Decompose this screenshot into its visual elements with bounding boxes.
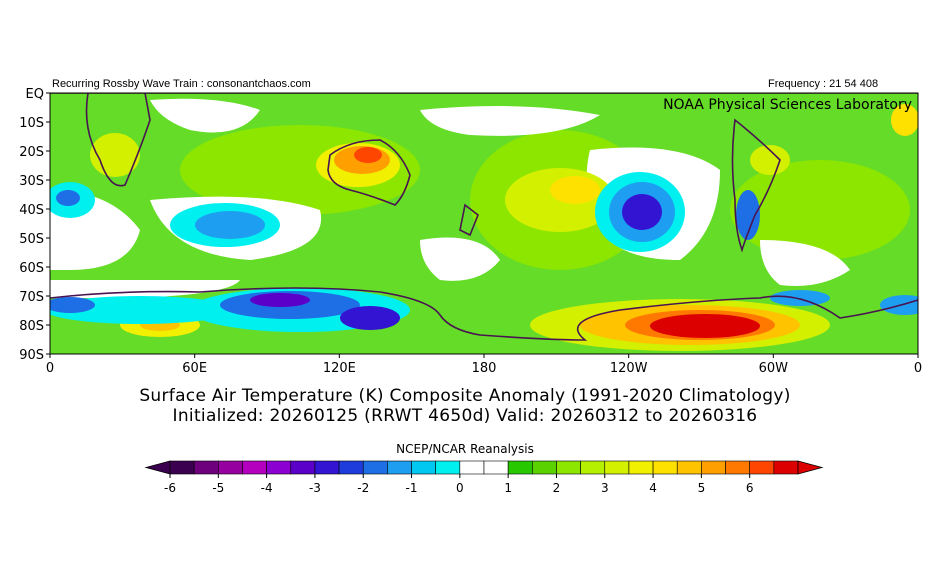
lat-label: 10S xyxy=(19,116,44,131)
colorbar-box xyxy=(266,460,292,475)
lon-label: 0 xyxy=(914,361,922,376)
lat-label: 40S xyxy=(19,203,44,218)
anomaly-map: NOAA Physical Sciences Laboratory EQ 10S 2… xyxy=(19,87,922,376)
colorbar-box xyxy=(459,460,485,475)
colorbar-box xyxy=(604,460,630,475)
colorbar-tick-label: -4 xyxy=(261,481,273,495)
colorbar-box xyxy=(314,460,340,475)
lat-label: 20S xyxy=(19,145,44,160)
cold-region xyxy=(50,297,95,313)
colorbar-box xyxy=(532,460,557,475)
colorbar-tick-label: 0 xyxy=(456,481,464,495)
cold-region xyxy=(250,293,310,307)
lon-label: 0 xyxy=(46,361,54,376)
lat-label: 90S xyxy=(19,348,44,363)
colorbar-box xyxy=(362,460,388,475)
lat-label: 30S xyxy=(19,174,44,189)
credit-text: NOAA Physical Sciences Laboratory xyxy=(663,97,912,113)
colorbar-box xyxy=(169,460,195,475)
lat-label: 80S xyxy=(19,319,44,334)
lat-label: EQ xyxy=(26,87,44,102)
colorbar-box xyxy=(701,460,726,475)
colorbar-boxes xyxy=(144,460,824,475)
lon-label: 180 xyxy=(472,361,497,376)
colorbar-box xyxy=(652,460,678,475)
colorbar: -6 -5 -4 -3 -2 -1 0 1 2 3 4 5 6 xyxy=(144,460,824,495)
colorbar-tick-label: -5 xyxy=(212,481,224,495)
colorbar-box xyxy=(338,460,364,475)
colorbar-box xyxy=(628,460,654,475)
colorbar-box xyxy=(507,460,533,475)
cold-region xyxy=(770,290,830,306)
australia-coast xyxy=(327,139,411,206)
lon-label: 60W xyxy=(759,361,789,376)
neutral-region xyxy=(420,237,500,281)
colorbar-tick-label: 4 xyxy=(649,481,657,495)
africa-coast xyxy=(85,93,151,187)
warm-region xyxy=(354,147,382,163)
colorbar-box xyxy=(193,460,219,475)
colorbar-box xyxy=(218,460,243,475)
new-zealand-coast xyxy=(459,203,479,237)
warm-region xyxy=(891,104,918,136)
colorbar-tick-label: -1 xyxy=(406,481,418,495)
lat-label: 60S xyxy=(19,261,44,276)
cold-region xyxy=(56,190,80,206)
colorbar-box xyxy=(773,460,799,475)
warm-region xyxy=(650,314,760,338)
lon-label: 120E xyxy=(323,361,356,376)
light-green-region xyxy=(730,160,910,260)
neutral-region xyxy=(760,240,850,286)
coastlines xyxy=(50,93,918,341)
colorbar-right-arrow xyxy=(797,460,824,475)
colorbar-tick-label: 2 xyxy=(553,481,561,495)
latitude-axis: EQ 10S 20S 30S 40S 50S 60S 70S 80S 90S xyxy=(19,87,50,363)
cold-region xyxy=(736,190,760,240)
lat-label: 70S xyxy=(19,290,44,305)
colorbar-tick-label: 6 xyxy=(746,481,754,495)
colorbar-tick-label: 5 xyxy=(698,481,706,495)
longitude-axis: 0 60E 120E 180 120W 60W 0 xyxy=(46,354,922,376)
colorbar-tick-label: 1 xyxy=(504,481,512,495)
warm-region xyxy=(550,176,600,204)
colorbar-box xyxy=(556,460,581,475)
header-left-text: Recurring Rossby Wave Train : consonantc… xyxy=(52,78,311,90)
colorbar-box xyxy=(411,460,436,475)
lon-label: 60E xyxy=(182,361,207,376)
colorbar-tick-label: -6 xyxy=(164,481,176,495)
colorbar-tick-label: 3 xyxy=(601,481,609,495)
map-field xyxy=(50,93,918,354)
neutral-region xyxy=(420,106,600,136)
colorbar-ticks: -6 -5 -4 -3 -2 -1 0 1 2 3 4 5 6 xyxy=(164,474,754,495)
header-right-text: Frequency : 21 54 408 xyxy=(768,78,879,90)
colorbar-box xyxy=(483,460,509,475)
colorbar-box xyxy=(580,460,606,475)
cold-region xyxy=(880,295,918,315)
colorbar-left-arrow xyxy=(144,460,171,475)
colorbar-box xyxy=(387,460,412,475)
lat-label: 50S xyxy=(19,232,44,247)
cold-region xyxy=(622,194,662,230)
colorbar-box xyxy=(290,460,316,475)
neutral-region xyxy=(150,98,260,133)
colorbar-box xyxy=(242,460,267,475)
title-line-2: Initialized: 20260125 (RRWT 4650d) Valid… xyxy=(172,406,758,426)
colorbar-tick-label: -3 xyxy=(309,481,321,495)
colorbar-box xyxy=(725,460,750,475)
title-line-1: Surface Air Temperature (K) Composite An… xyxy=(139,386,791,406)
warm-region xyxy=(750,145,790,175)
cold-region xyxy=(340,306,400,330)
colorbar-box xyxy=(435,460,461,475)
cold-region xyxy=(50,296,235,324)
antarctica-coast xyxy=(50,287,918,341)
south-america-coast xyxy=(731,118,781,253)
cold-region xyxy=(195,211,265,239)
lon-label: 120W xyxy=(610,361,648,376)
colorbar-title: NCEP/NCAR Reanalysis xyxy=(396,442,534,456)
colorbar-box xyxy=(749,460,775,475)
colorbar-tick-label: -2 xyxy=(357,481,369,495)
colorbar-box xyxy=(676,460,702,475)
